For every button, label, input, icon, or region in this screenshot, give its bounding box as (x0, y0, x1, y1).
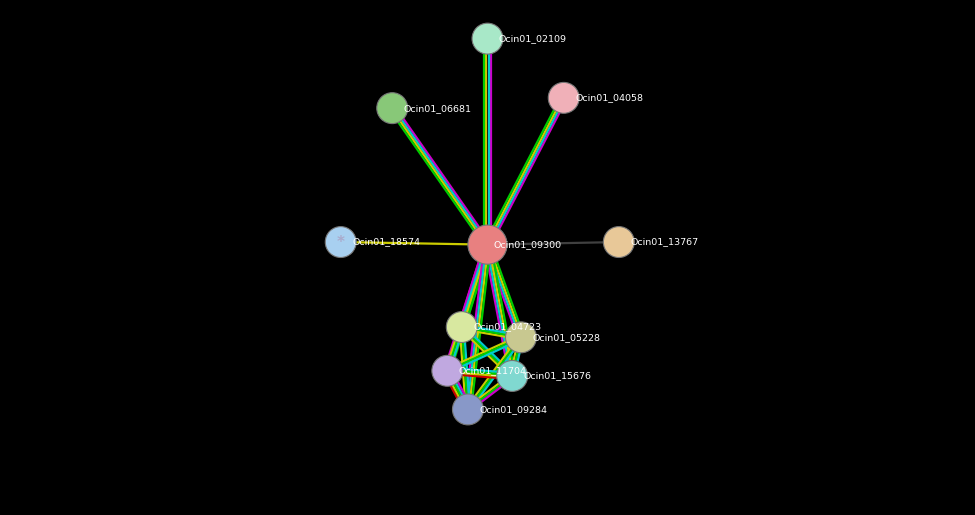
Circle shape (452, 394, 484, 425)
Text: Ocin01_18574: Ocin01_18574 (352, 237, 420, 247)
Text: Ocin01_13767: Ocin01_13767 (630, 237, 698, 247)
Text: Ocin01_15676: Ocin01_15676 (524, 371, 592, 381)
Circle shape (326, 227, 356, 258)
Circle shape (548, 82, 579, 113)
Circle shape (468, 225, 507, 264)
Text: Ocin01_06681: Ocin01_06681 (404, 104, 472, 113)
Text: Ocin01_04723: Ocin01_04723 (473, 322, 541, 332)
Text: Ocin01_09284: Ocin01_09284 (480, 405, 547, 414)
Circle shape (505, 322, 536, 353)
Circle shape (376, 93, 408, 124)
Circle shape (432, 355, 463, 386)
Text: Ocin01_05228: Ocin01_05228 (532, 333, 601, 342)
Text: Ocin01_04058: Ocin01_04058 (575, 93, 644, 102)
Text: Ocin01_02109: Ocin01_02109 (499, 34, 566, 43)
Text: Ocin01_09300: Ocin01_09300 (493, 240, 562, 249)
Text: *: * (336, 234, 345, 250)
Circle shape (472, 23, 503, 54)
Circle shape (497, 360, 527, 391)
Circle shape (447, 312, 477, 342)
Circle shape (604, 227, 635, 258)
Text: Ocin01_11704: Ocin01_11704 (458, 366, 526, 375)
